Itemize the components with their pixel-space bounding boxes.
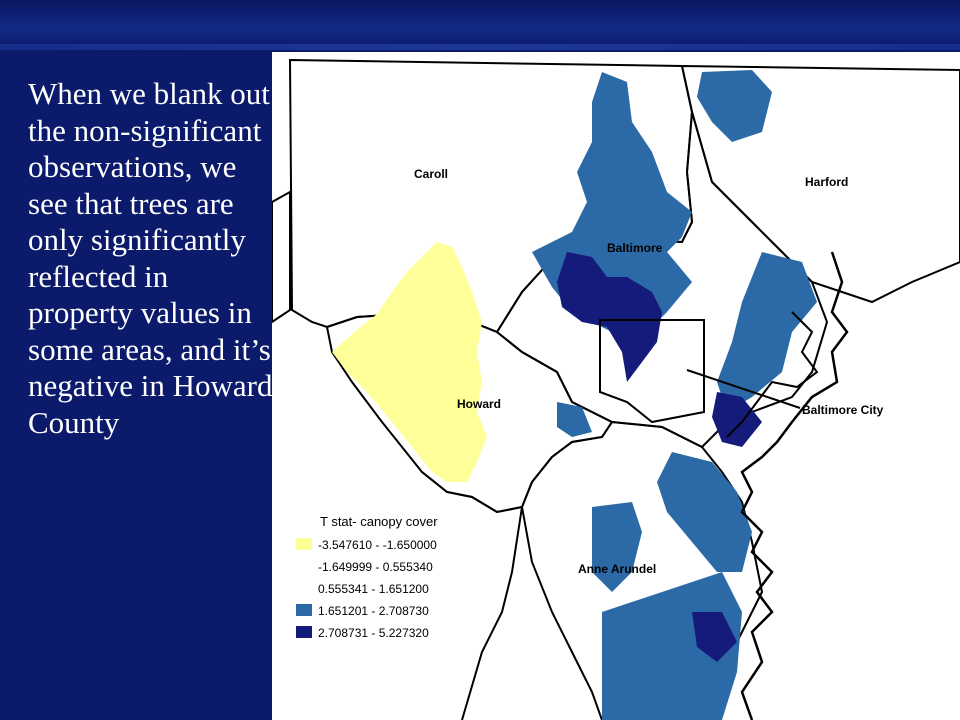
title-band-accent (0, 44, 960, 50)
legend-item: 2.708731 - 5.227320 (296, 626, 429, 640)
legend-item: 0.555341 - 1.651200 (296, 582, 429, 596)
legend-item: 1.651201 - 2.708730 (296, 604, 429, 618)
legend-label-5: 2.708731 - 5.227320 (318, 626, 429, 640)
legend-swatch-5 (296, 626, 312, 638)
label-caroll: Caroll (414, 167, 448, 181)
county-anne-arundel (520, 420, 764, 720)
map-panel: Caroll Harford Baltimore Howard Baltimor… (272, 52, 960, 720)
legend-swatch-2 (296, 560, 312, 572)
region-positive-south (602, 572, 742, 720)
coastline-inner (726, 311, 819, 438)
region-positive-anne-arundel (592, 502, 642, 592)
legend-label-4: 1.651201 - 2.708730 (318, 604, 429, 618)
legend-item: -1.649999 - 0.555340 (296, 560, 433, 574)
label-howard: Howard (457, 397, 501, 411)
coastline-east (740, 251, 849, 720)
legend-swatch-3 (296, 582, 312, 594)
legend-label-3: 0.555341 - 1.651200 (318, 582, 429, 596)
title-band (0, 0, 960, 48)
legend: T stat- canopy cover -3.547610 - -1.6500… (296, 514, 438, 640)
region-strong-east (712, 392, 762, 447)
label-baltimore-city: Baltimore City (802, 403, 884, 417)
legend-title: T stat- canopy cover (320, 514, 438, 529)
county-west-edge (272, 190, 291, 324)
label-anne-arundel: Anne Arundel (578, 562, 656, 576)
baltimore-city-leader-line (686, 369, 801, 409)
legend-swatch-1 (296, 538, 312, 550)
region-positive-northeast (697, 70, 772, 142)
map-svg: Caroll Harford Baltimore Howard Baltimor… (272, 58, 960, 720)
region-strong-south (692, 612, 737, 662)
region-positive-west (557, 402, 592, 437)
legend-label-2: -1.649999 - 0.555340 (318, 560, 433, 574)
region-howard-negative (332, 242, 487, 482)
region-positive-east (717, 252, 817, 412)
label-harford: Harford (805, 175, 848, 189)
legend-swatch-4 (296, 604, 312, 616)
label-baltimore: Baltimore (607, 241, 663, 255)
county-southwest-edge (421, 471, 524, 720)
region-positive-south-central (657, 452, 752, 572)
slide-body-text: When we blank out the non-significant ob… (28, 76, 273, 440)
legend-item: -3.547610 - -1.650000 (296, 538, 437, 552)
legend-label-1: -3.547610 - -1.650000 (318, 538, 437, 552)
region-strong-baltimore (557, 252, 662, 382)
baltimore-city-boundary (599, 319, 705, 424)
